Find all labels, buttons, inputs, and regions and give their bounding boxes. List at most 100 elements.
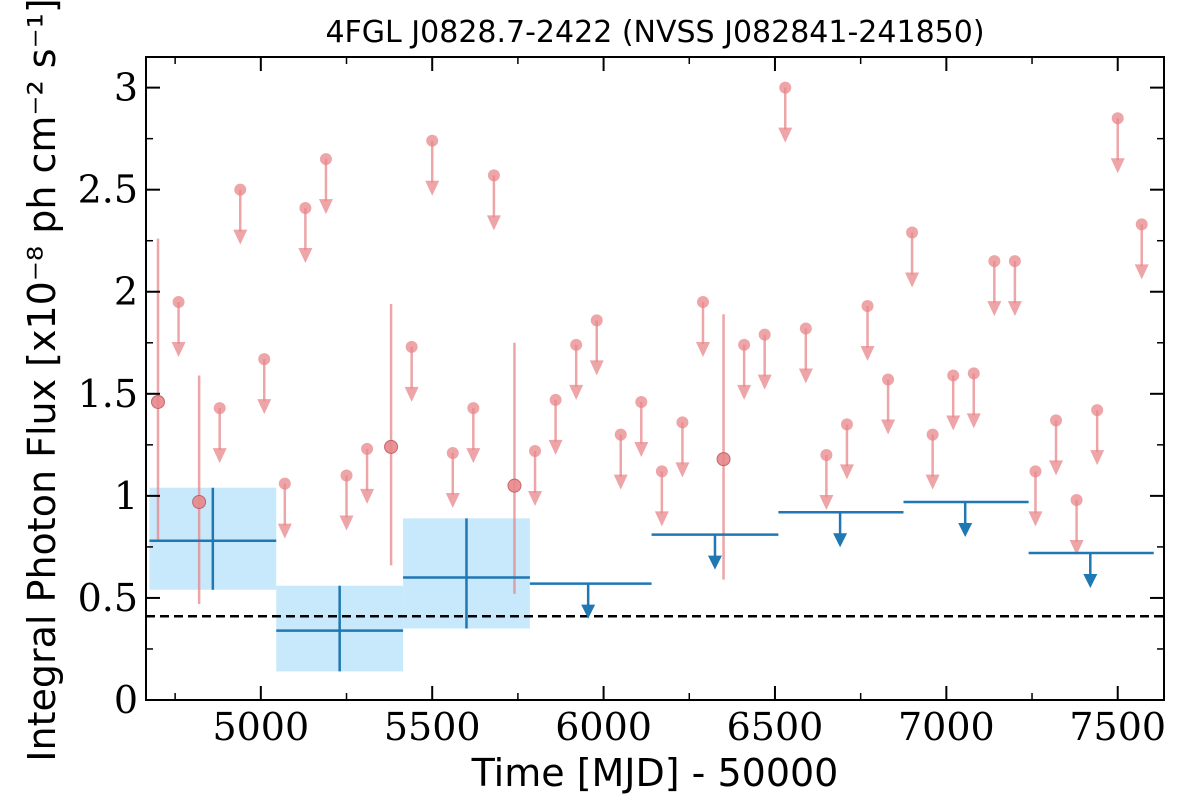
short-bin-upper-limit-point	[361, 442, 374, 455]
x-tick-label: 5000	[212, 705, 309, 749]
short-bin-upper-limit-arrowhead	[905, 272, 920, 288]
short-bin-upper-limit-arrowhead	[548, 439, 563, 455]
short-bin-upper-limit-point	[319, 153, 332, 166]
short-bin-upper-limit-arrowhead	[1049, 460, 1064, 476]
short-bin-upper-limit-point	[676, 416, 689, 429]
short-bin-upper-limit-arrowhead	[860, 346, 875, 362]
short-bin-upper-limit-point	[1029, 465, 1042, 478]
short-bin-upper-limit-arrowhead	[445, 493, 460, 509]
short-bin-upper-limit-arrowhead	[966, 413, 981, 429]
short-bin-upper-limit-arrowhead	[757, 374, 772, 390]
short-bin-upper-limit-point	[299, 202, 312, 215]
short-bin-upper-limit-point	[820, 449, 833, 462]
short-bin-upper-limit-point	[405, 340, 418, 353]
short-bin-upper-limit-arrowhead	[212, 448, 227, 464]
short-bin-upper-limit-point	[758, 328, 771, 341]
short-bin-upper-limit-point	[696, 295, 709, 308]
y-tick-label: 1.5	[78, 372, 138, 416]
short-bin-upper-limit-arrowhead	[1134, 264, 1149, 280]
y-tick-label: 3	[114, 66, 138, 110]
long-bin-upper-limit-arrowhead	[958, 522, 973, 537]
plot-frame	[145, 56, 1165, 701]
short-bin-upper-limit-point	[1070, 493, 1083, 506]
short-bin-point	[716, 452, 731, 467]
short-bin-upper-limit-arrowhead	[819, 495, 834, 511]
chart-title: 4FGL J0828.7-2422 (NVSS J082841-241850)	[325, 15, 984, 50]
y-tick-label: 1	[114, 474, 138, 518]
short-bin-upper-limit-point	[655, 465, 668, 478]
x-tick-label: 7500	[1069, 705, 1166, 749]
short-bin-upper-limit-point	[799, 322, 812, 335]
short-bin-upper-limit-point	[1091, 404, 1104, 417]
short-bin-upper-limit-point	[467, 402, 480, 415]
short-bin-upper-limit-point	[234, 183, 247, 196]
short-bin-upper-limit-point	[988, 255, 1001, 268]
long-bin-upper-limit-arrowhead	[1083, 574, 1098, 589]
short-bin-upper-limit-arrowhead	[298, 248, 313, 264]
short-bin-upper-limit-point	[738, 338, 751, 351]
short-bin-upper-limit-point	[258, 353, 271, 366]
axes-ticks: 0 0.5 1 1.5 2 2.5 3 5000 5500 6000 6500 7000 7500	[78, 57, 1166, 749]
short-bin-upper-limit-arrowhead	[634, 441, 649, 457]
short-bin-upper-limit-arrowhead	[425, 180, 440, 196]
short-bin-upper-limit-point	[882, 373, 895, 386]
short-bin-upper-limit-arrowhead	[486, 215, 501, 231]
short-bin-upper-limit-point	[172, 295, 185, 308]
short-bin-upper-limit-arrowhead	[1110, 158, 1125, 174]
short-bin-upper-limit-arrowhead	[569, 384, 584, 400]
short-bin-upper-limit-point	[635, 395, 648, 408]
short-bin-upper-limit-point	[1111, 112, 1124, 125]
short-bin-upper-limit-point	[529, 444, 542, 457]
x-tick-label: 6000	[555, 705, 652, 749]
y-tick-label: 0.5	[78, 576, 138, 620]
short-bin-point	[384, 439, 399, 454]
short-bin-upper-limit-point	[426, 134, 439, 147]
short-bin-upper-limit-point	[967, 367, 980, 380]
y-tick-label: 2.5	[78, 168, 138, 212]
short-bin-upper-limit-point	[590, 314, 603, 327]
short-bin-upper-limit-point	[906, 226, 919, 239]
short-bin-upper-limit-arrowhead	[171, 341, 186, 357]
short-bin-upper-limit-arrowhead	[1007, 301, 1022, 317]
long-bin-upper-limit-arrowhead	[707, 555, 722, 570]
short-bin-upper-limit-arrowhead	[839, 464, 854, 480]
long-bin-upper-limit-arrowhead	[581, 604, 596, 619]
short-bin-upper-limit-point	[840, 418, 853, 431]
short-bin-upper-limit-point	[487, 169, 500, 182]
y-tick-label: 2	[114, 270, 138, 314]
short-bin-upper-limit-arrowhead	[1069, 539, 1084, 555]
short-bin-upper-limit-point	[779, 81, 792, 94]
short-bin-upper-limit-arrowhead	[404, 386, 419, 402]
short-bin-upper-limit-arrowhead	[277, 523, 292, 539]
short-bin-upper-limit-arrowhead	[778, 127, 793, 143]
short-bin-upper-limit-point	[340, 469, 353, 482]
plot-area	[146, 81, 1164, 672]
y-axis-label: Integral Photon Flux [x10⁻⁸ ph cm⁻² s⁻¹]	[20, 0, 64, 762]
short-bin-upper-limit-arrowhead	[339, 515, 354, 531]
short-bin-upper-limit-arrowhead	[881, 419, 896, 435]
short-bin-upper-limit-point	[1050, 414, 1063, 427]
x-axis-label: Time [MJD] - 50000	[471, 751, 839, 795]
short-bin-upper-limit-arrowhead	[654, 511, 669, 527]
short-bin-upper-limit-point	[614, 428, 627, 441]
short-bin-upper-limit-point	[570, 338, 583, 351]
y-tick-label: 0	[114, 678, 138, 722]
short-bin-upper-limit-point	[1008, 255, 1021, 268]
short-bin-upper-limit-point	[446, 447, 459, 460]
short-bin-upper-limit-arrowhead	[318, 199, 333, 215]
short-bin-upper-limit-point	[213, 402, 226, 415]
short-bin-upper-limit-arrowhead	[360, 488, 375, 504]
x-tick-label: 6500	[727, 705, 824, 749]
short-bin-upper-limit-arrowhead	[695, 341, 710, 357]
short-bin-upper-limit-point	[947, 369, 960, 382]
short-bin-upper-limit-point	[549, 393, 562, 406]
short-bin-upper-limit-arrowhead	[675, 462, 690, 478]
short-bin-upper-limit-arrowhead	[233, 229, 248, 245]
short-bin-upper-limit-arrowhead	[737, 384, 752, 400]
short-bin-point	[192, 494, 207, 509]
short-bin-upper-limit-arrowhead	[925, 474, 940, 490]
x-tick-label: 7000	[898, 705, 995, 749]
short-bin-upper-limit-arrowhead	[1028, 511, 1043, 527]
short-bin-point	[150, 394, 165, 409]
